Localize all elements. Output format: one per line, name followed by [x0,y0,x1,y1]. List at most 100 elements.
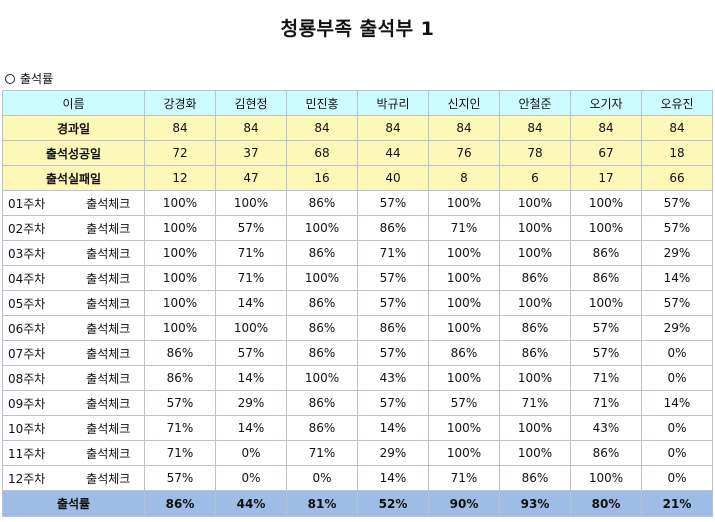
attendance-rate-cell: 71% [215,265,287,291]
week-label-cell: 10주차 [2,415,73,441]
member-name-cell: 신지인 [428,90,500,116]
check-label-cell: 출석체크 [72,390,145,416]
check-label-cell: 출석체크 [72,315,145,341]
attendance-rate-cell: 71% [357,240,429,266]
attendance-rate-cell: 71% [428,215,500,241]
week-row: 01주차 출석체크 100% 100% 86% 57% 100% 100% 100% 57% [2,190,713,216]
attendance-rate-cell: 100% [144,265,216,291]
week-label-cell: 04주차 [2,265,73,291]
week-label-cell: 12주차 [2,465,73,491]
total-rate-cell: 21% [641,490,713,517]
check-label-cell: 출석체크 [72,265,145,291]
week-label-cell: 07주차 [2,340,73,366]
attendance-rate-cell: 86% [357,215,429,241]
attendance-rate-cell: 0% [215,465,287,491]
check-label-cell: 출석체크 [72,190,145,216]
attendance-rate-cell: 86% [286,240,358,266]
attendance-rate-cell: 57% [357,265,429,291]
attendance-rate-cell: 100% [428,190,500,216]
member-name-cell: 민진홍 [286,90,358,116]
attendance-rate-cell: 57% [570,340,642,366]
check-label-cell: 출석체크 [72,365,145,391]
summary-value-cell: 40 [357,165,429,191]
summary-value-cell: 84 [357,115,429,141]
attendance-rate-cell: 29% [215,390,287,416]
attendance-rate-cell: 71% [428,465,500,491]
week-row: 04주차 출석체크 100% 71% 100% 57% 100% 86% 86% 14% [2,265,713,291]
attendance-rate-cell: 29% [641,315,713,341]
attendance-rate-cell: 57% [215,215,287,241]
summary-value-cell: 18 [641,140,713,166]
member-name-cell: 강경화 [144,90,216,116]
page-title: 청룡부족 출석부 1 [280,18,435,40]
attendance-rate-cell: 100% [286,215,358,241]
attendance-rate-cell: 86% [499,315,571,341]
attendance-rate-cell: 100% [286,365,358,391]
total-rate-cell: 52% [357,490,429,517]
summary-value-cell: 66 [641,165,713,191]
attendance-rate-cell: 86% [428,340,500,366]
week-label-cell: 06주차 [2,315,73,341]
attendance-rate-cell: 71% [286,440,358,466]
summary-value-cell: 6 [499,165,571,191]
attendance-rate-cell: 29% [641,240,713,266]
summary-value-cell: 84 [144,115,216,141]
check-label-cell: 출석체크 [72,240,145,266]
member-name-cell: 박규리 [357,90,429,116]
attendance-rate-cell: 14% [357,465,429,491]
attendance-rate-cell: 100% [570,290,642,316]
week-row: 12주차 출석체크 57% 0% 0% 14% 71% 86% 100% 0% [2,465,713,491]
attendance-rate-cell: 100% [428,265,500,291]
attendance-rate-cell: 100% [215,315,287,341]
attendance-rate-cell: 100% [499,240,571,266]
summary-row: 경과일 84 84 84 84 84 84 84 84 [2,115,713,141]
attendance-rate-cell: 100% [499,440,571,466]
attendance-rate-cell: 100% [286,265,358,291]
attendance-rate-cell: 29% [357,440,429,466]
summary-value-cell: 84 [570,115,642,141]
member-name-cell: 김현정 [215,90,287,116]
summary-value-cell: 17 [570,165,642,191]
week-label-cell: 02주차 [2,215,73,241]
member-name-cell: 안철준 [499,90,571,116]
total-rate-cell: 90% [428,490,500,517]
summary-value-cell: 37 [215,140,287,166]
week-label-cell: 01주차 [2,190,73,216]
attendance-rate-cell: 100% [428,440,500,466]
attendance-rate-cell: 100% [144,315,216,341]
attendance-rate-cell: 57% [144,390,216,416]
week-label-cell: 05주차 [2,290,73,316]
attendance-rate-cell: 57% [641,290,713,316]
attendance-rate-cell: 0% [641,340,713,366]
attendance-rate-cell: 57% [357,390,429,416]
attendance-rate-cell: 100% [144,240,216,266]
check-label-cell: 출석체크 [72,340,145,366]
attendance-rate-cell: 86% [499,465,571,491]
week-row: 07주차 출석체크 86% 57% 86% 57% 86% 86% 57% 0% [2,340,713,366]
summary-value-cell: 12 [144,165,216,191]
attendance-rate-cell: 71% [144,415,216,441]
attendance-rate-cell: 100% [570,190,642,216]
summary-value-cell: 44 [357,140,429,166]
attendance-rate-cell: 100% [499,190,571,216]
total-rate-cell: 81% [286,490,358,517]
attendance-rate-cell: 100% [570,465,642,491]
summary-row: 출석실패일 12 47 16 40 8 6 17 66 [2,165,713,191]
attendance-rate-cell: 86% [286,340,358,366]
attendance-rate-cell: 71% [215,240,287,266]
attendance-rate-cell: 86% [570,440,642,466]
attendance-rate-cell: 100% [215,190,287,216]
attendance-rate-cell: 86% [144,340,216,366]
attendance-rate-cell: 14% [215,290,287,316]
total-row: 출석률 86% 44% 81% 52% 90% 93% 80% 21% [2,490,713,517]
attendance-rate-cell: 71% [144,440,216,466]
attendance-rate-cell: 14% [357,415,429,441]
attendance-rate-cell: 100% [144,215,216,241]
summary-value-cell: 78 [499,140,571,166]
member-name-cell: 오유진 [641,90,713,116]
attendance-rate-cell: 57% [428,390,500,416]
week-row: 11주차 출석체크 71% 0% 71% 29% 100% 100% 86% 0% [2,440,713,466]
week-row: 08주차 출석체크 86% 14% 100% 43% 100% 100% 71% 0% [2,365,713,391]
summary-value-cell: 68 [286,140,358,166]
week-row: 05주차 출석체크 100% 14% 86% 57% 100% 100% 100% 57% [2,290,713,316]
